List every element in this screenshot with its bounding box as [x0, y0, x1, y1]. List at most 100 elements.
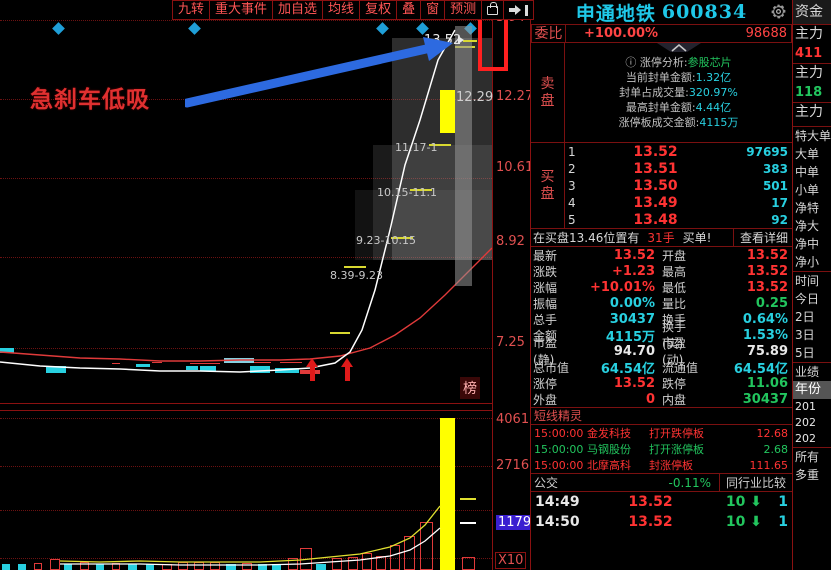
buy-row[interactable]: 5 13.48 92 — [565, 211, 792, 228]
capital-flow-header: 资金 — [793, 0, 831, 24]
news-action: 打开涨停板 — [649, 443, 704, 456]
volume-level-tick — [460, 522, 476, 524]
stat-value2: 1.53% — [742, 327, 788, 343]
buy-volume: 383 — [762, 161, 788, 176]
stat-label: 外盘 — [533, 392, 558, 407]
stat-value: +1.23 — [612, 263, 655, 279]
bottom-section[interactable]: 所有 多重 — [793, 447, 831, 484]
buy-order-rows: 1 13.52 97695 2 13.51 383 3 13.50 501 4 … — [565, 143, 792, 228]
net-flow-list: 净特 净大 净中 净小 — [793, 199, 831, 271]
capital-row: 主力 118 — [793, 63, 831, 102]
analysis-label-1: 当前封单金额: — [625, 71, 696, 84]
bottom-label-0[interactable]: 所有 — [795, 450, 820, 464]
buy-row[interactable]: 2 13.51 383 — [565, 160, 792, 177]
toolbar-button-window[interactable]: 窗 — [421, 0, 446, 20]
volume-tick-0: 40610 — [496, 412, 538, 427]
performance-year-tag[interactable]: 年份 — [793, 381, 831, 399]
analysis-value-3: 4.44亿 — [695, 101, 732, 114]
order-label-0: 特大单 — [795, 129, 831, 143]
buy-row[interactable]: 4 13.49 17 — [565, 194, 792, 211]
stat-label2: 最低 — [662, 280, 687, 295]
news-section-header: 短线精灵 — [531, 408, 792, 425]
stats-row: 涨跌 +1.23 最高 13.52 — [531, 263, 792, 279]
measure-shade-block — [373, 145, 492, 260]
toolbar-button-adjust[interactable]: 复权 — [360, 0, 398, 20]
stat-label: 振幅 — [533, 296, 558, 311]
gear-icon[interactable] — [771, 4, 786, 19]
news-time: 15:00:00 — [534, 426, 584, 440]
toolbar-button-forecast[interactable]: 预测 — [445, 0, 483, 20]
stat-value: 0 — [645, 391, 655, 407]
collapse-arrow-icon[interactable] — [504, 0, 535, 20]
sell-panel: 卖 盘 ⓘ 涨停分析:参股芯片 当前封单金额:1.32亿 封单占成交量:320.… — [531, 43, 792, 143]
industry-name: 公交 — [534, 476, 559, 490]
stat-label: 金额 — [533, 328, 558, 343]
buy-seq: 5 — [568, 212, 576, 227]
news-value: 111.65 — [749, 458, 789, 472]
volume-tick-1: 27165 — [496, 458, 538, 473]
buy-price: 13.49 — [633, 194, 678, 211]
tick-down-arrow-icon: ⬇ — [750, 514, 762, 530]
stat-label2: 开盘 — [662, 248, 687, 263]
capital-flow-column[interactable]: 资金 主力 411 主力 118 主力 特大单 大单 中单 小单 净特 净大 净… — [792, 0, 831, 570]
industry-compare-button[interactable]: 同行业比较 — [718, 474, 792, 491]
weibi-count: 98688 — [745, 26, 787, 41]
chart-toolbar[interactable]: 九转 重大事件 加自选 均线 复权 叠 窗 预测 — [172, 0, 535, 20]
toolbar-button-moving-average[interactable]: 均线 — [323, 0, 361, 20]
order-label-1: 大单 — [795, 147, 820, 161]
net-label-3: 净小 — [795, 255, 820, 269]
analysis-label-2: 封单占成交量: — [619, 86, 689, 99]
hint-action: 买单! — [682, 231, 712, 245]
chevron-up-icon[interactable] — [656, 43, 701, 54]
stats-row: 金额 4115万 换手(实) 1.53% — [531, 320, 792, 351]
analysis-line-3: 最高封单金额:4.44亿 — [565, 100, 792, 115]
stat-value: 13.52 — [613, 375, 655, 391]
bottom-label-1[interactable]: 多重 — [795, 468, 820, 482]
tick-volume: 10 ⬇ — [725, 514, 762, 530]
performance-header: 业绩 — [795, 365, 820, 379]
analysis-value-1: 1.32亿 — [695, 71, 732, 84]
stat-value2: 11.06 — [746, 375, 788, 391]
stat-label2: 市盈(动) — [662, 336, 687, 367]
news-time: 15:00:00 — [534, 442, 584, 456]
stats-table: 最新 13.52 开盘 13.52 涨跌 +1.23 最高 13.52 涨幅 +… — [531, 247, 792, 408]
buy-row[interactable]: 3 13.50 501 — [565, 177, 792, 194]
toolbar-button-jiuzhuan[interactable]: 九转 — [172, 0, 211, 20]
news-row[interactable]: 15:00:00 马钢股份 打开涨停板 2.68 — [531, 441, 792, 457]
buy-panel-label: 买 盘 — [531, 143, 565, 228]
stat-value: 30437 — [609, 311, 655, 327]
toolbar-button-add-watchlist[interactable]: 加自选 — [273, 0, 324, 20]
analysis-line-0: ⓘ 涨停分析:参股芯片 — [565, 55, 792, 70]
analysis-line-2: 封单占成交量:320.97% — [565, 85, 792, 100]
hint-detail-link[interactable]: 查看详细 — [732, 229, 792, 246]
buy-row[interactable]: 1 13.52 97695 — [565, 143, 792, 160]
news-row[interactable]: 15:00:00 金发科技 打开跌停板 12.68 — [531, 425, 792, 441]
order-hint-row[interactable]: 在买盘13.46位置有 31手 买单! 查看详细 — [531, 229, 792, 247]
stat-label2: 内盘 — [662, 392, 687, 407]
kline-chart-area[interactable]: 3.94 12.27 10.61 8.92 7.25 — [0, 0, 542, 570]
tick-time: 14:50 — [535, 514, 580, 530]
tick-time: 14:49 — [535, 494, 580, 510]
range-label-2: 10.15-11.1 — [377, 186, 437, 199]
stat-value2: 13.52 — [746, 263, 788, 279]
time-label-0: 时间 — [795, 274, 820, 288]
limit-up-analysis[interactable]: ⓘ 涨停分析:参股芯片 当前封单金额:1.32亿 封单占成交量:320.97% … — [565, 43, 792, 142]
rank-badge[interactable]: 榜 — [460, 377, 480, 399]
industry-compare-row[interactable]: 公交 -0.11% 同行业比较 — [531, 473, 792, 492]
news-row[interactable]: 15:00:00 北摩高科 封涨停板 111.65 — [531, 457, 792, 473]
lock-icon[interactable] — [482, 0, 505, 20]
stats-row: 外盘 0 内盘 30437 — [531, 391, 792, 407]
stat-value: 4115万 — [605, 329, 655, 345]
stat-value: +10.01% — [589, 279, 655, 295]
toolbar-button-major-events[interactable]: 重大事件 — [210, 0, 274, 20]
cursor-price-pointer — [463, 40, 477, 42]
toolbar-button-overlay[interactable]: 叠 — [397, 0, 422, 20]
level-tick — [429, 144, 451, 146]
buy-seq: 2 — [568, 161, 576, 176]
news-stock-name: 金发科技 — [587, 427, 631, 440]
annotation-arrow-blue — [185, 37, 453, 108]
analysis-line-4: 涨停板成交金额:4115万 — [565, 115, 792, 130]
cursor-price-arrow — [458, 36, 464, 44]
analysis-label-3: 最高封单金额: — [625, 101, 696, 114]
analysis-label-4: 涨停板成交金额: — [618, 116, 700, 129]
